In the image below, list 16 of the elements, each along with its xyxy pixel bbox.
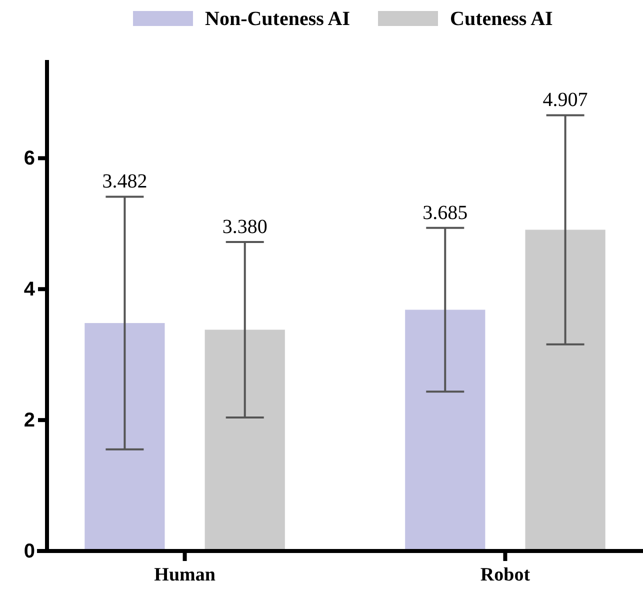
text: 3.482 bbox=[102, 170, 148, 193]
y-tick-label: 4 bbox=[24, 278, 36, 301]
bar bbox=[84, 323, 165, 551]
legend-label: Non-Cuteness AI bbox=[205, 8, 350, 30]
y-tick-label: 0 bbox=[24, 540, 35, 562]
y-tick-label: 2 bbox=[24, 409, 35, 432]
x-tick-label: Human bbox=[154, 564, 216, 586]
y-tick-label: 6 bbox=[24, 148, 35, 170]
x-tick-label: Robot bbox=[480, 564, 531, 586]
text: 4.907 bbox=[542, 89, 588, 112]
bar bbox=[204, 330, 285, 551]
text: 3.380 bbox=[222, 216, 268, 238]
bar bbox=[525, 230, 606, 551]
text: 3.685 bbox=[422, 202, 468, 224]
legend-label: Cuteness AI bbox=[450, 8, 554, 30]
bar bbox=[405, 310, 486, 551]
